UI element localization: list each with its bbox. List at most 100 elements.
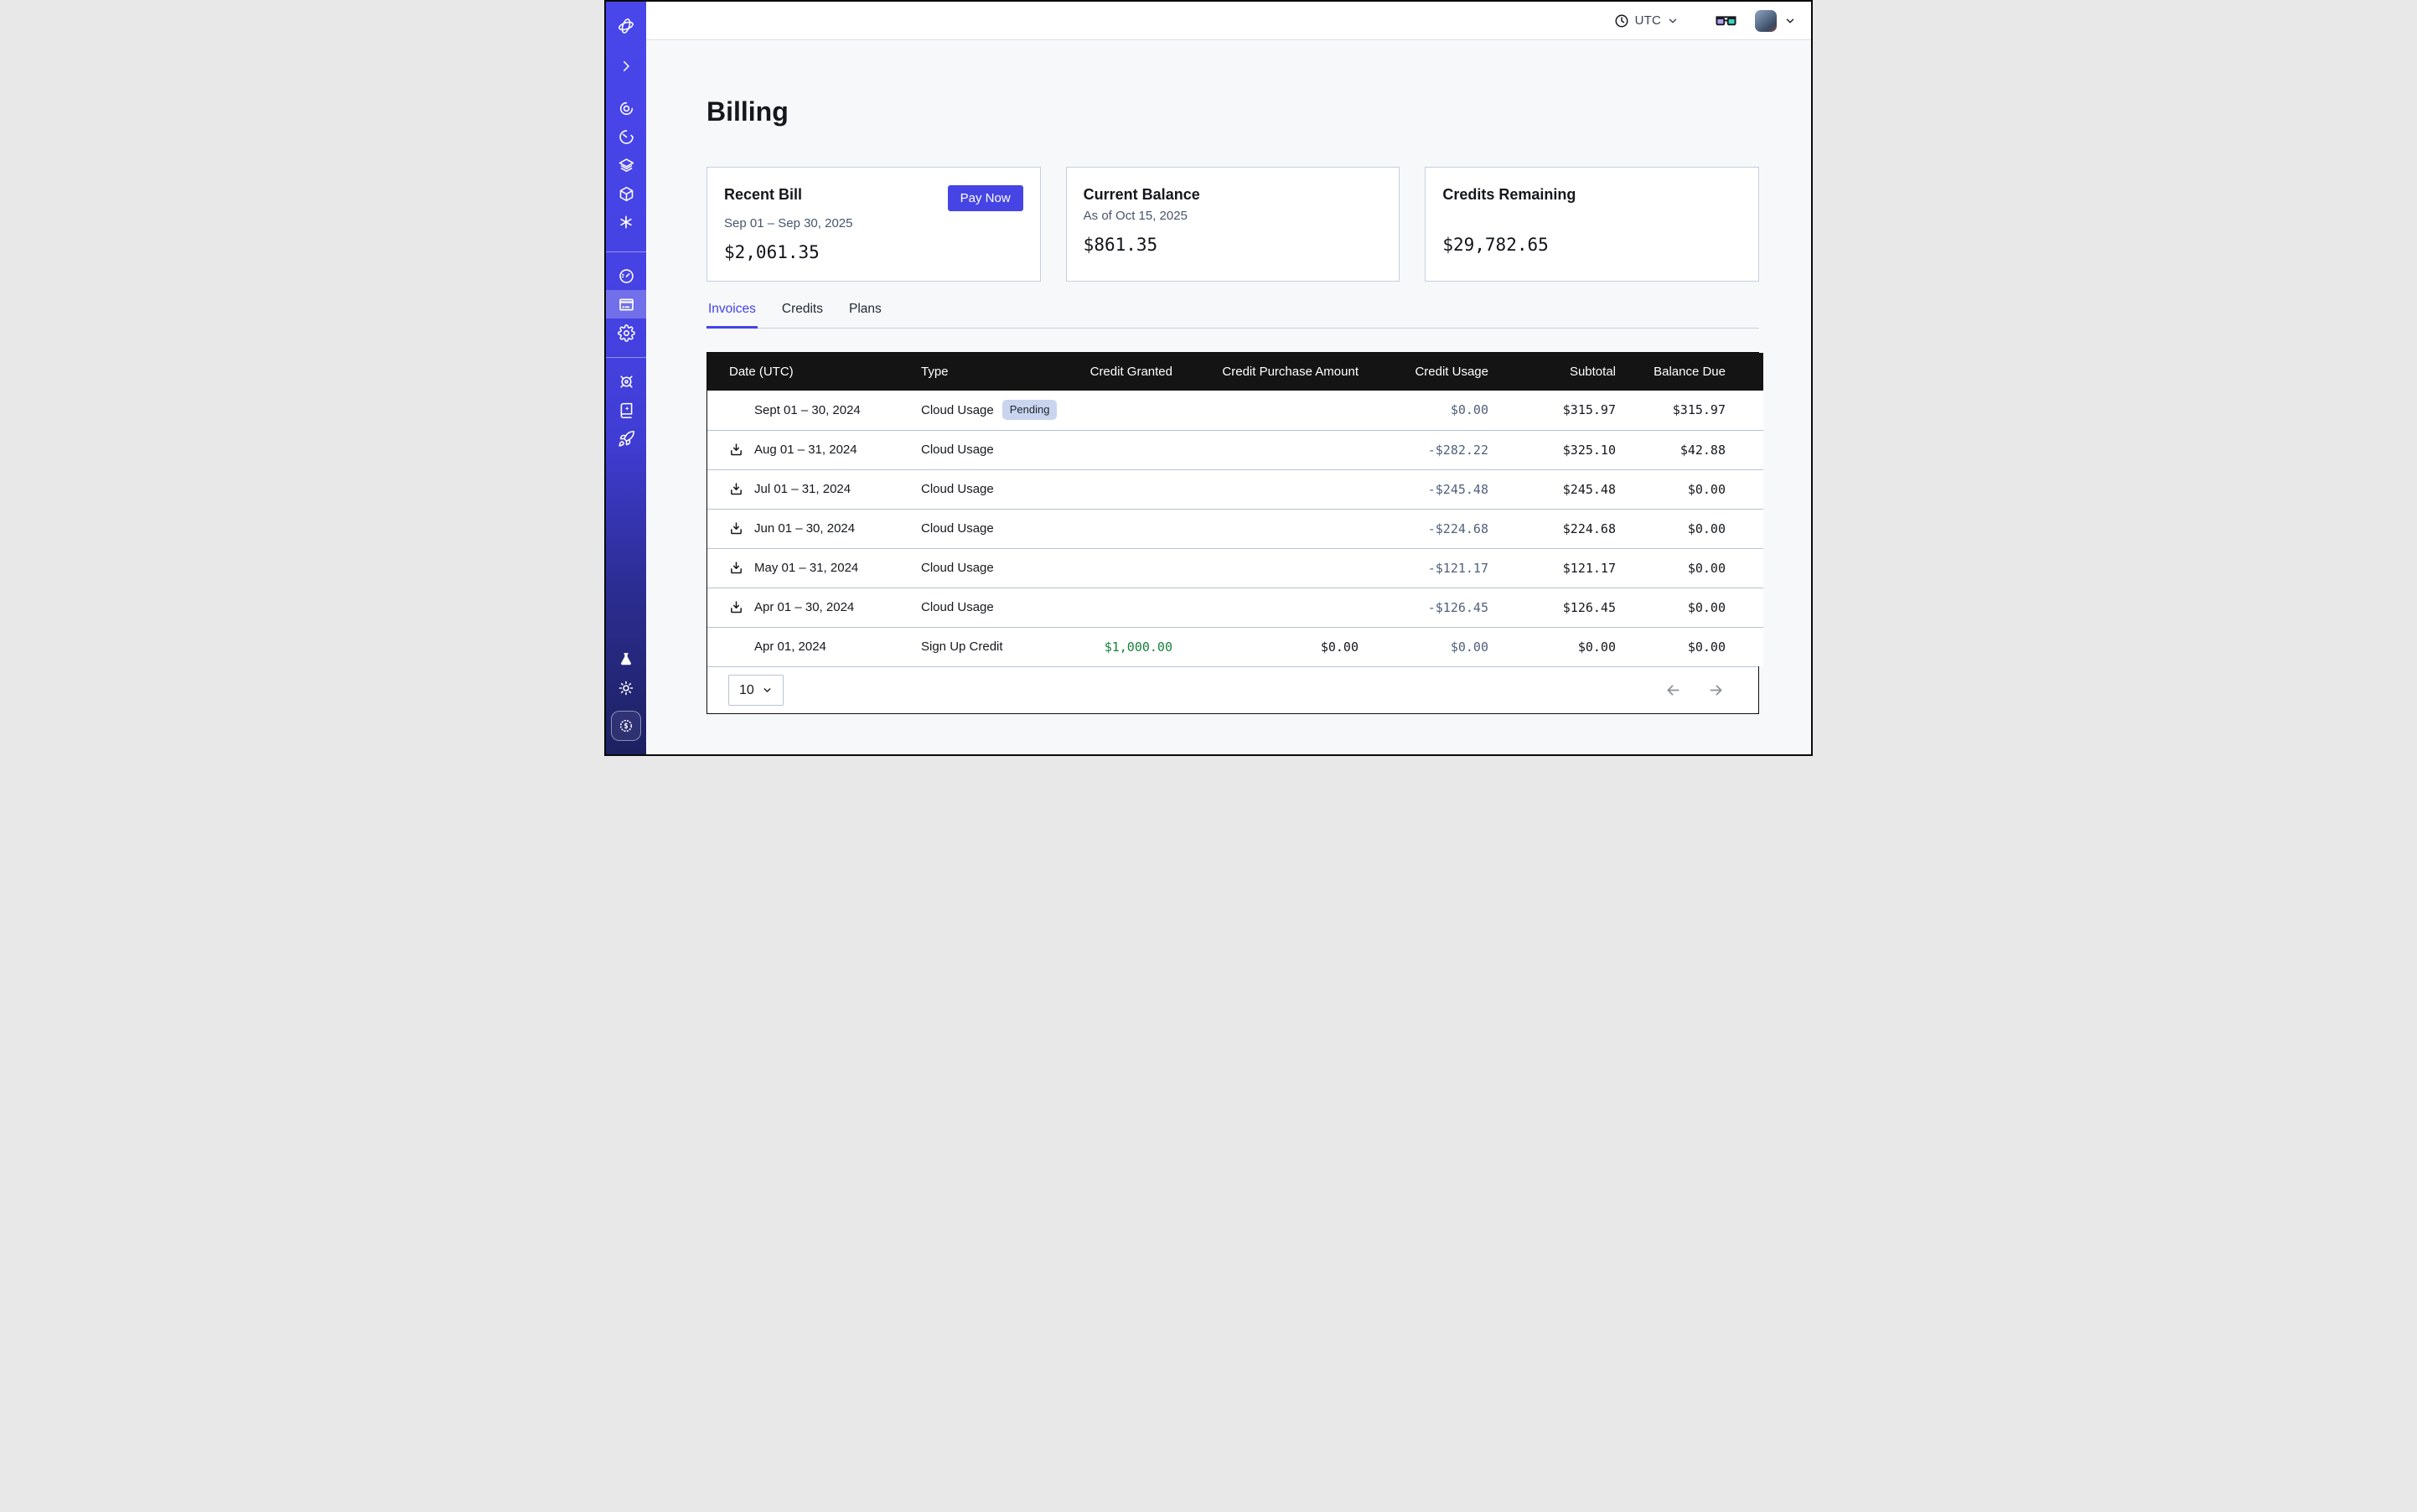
download-invoice-icon[interactable] bbox=[729, 561, 743, 575]
sidebar: $ bbox=[606, 2, 646, 754]
glasses-icon[interactable] bbox=[1716, 14, 1736, 27]
card-title: Current Balance bbox=[1083, 186, 1200, 203]
credit-usage-cell: -$245.48 bbox=[1359, 469, 1488, 509]
credit-purchase-amount-cell bbox=[1172, 469, 1359, 509]
rocket-icon[interactable] bbox=[606, 424, 646, 453]
type-cell: Cloud Usage bbox=[921, 429, 1084, 469]
type-cell: Cloud Usage bbox=[921, 469, 1084, 509]
date-cell: Apr 01, 2024 bbox=[707, 626, 921, 666]
topbar: UTC bbox=[646, 2, 1811, 40]
type-cell: Cloud Usage bbox=[921, 508, 1084, 548]
page-title: Billing bbox=[706, 96, 789, 127]
invoice-date: Apr 01, 2024 bbox=[754, 639, 826, 655]
table-row: Apr 01 – 30, 2024 Cloud Usage -$126.45 $126… bbox=[707, 587, 1763, 627]
usage-gauge-icon[interactable] bbox=[606, 261, 646, 290]
tab-plans[interactable]: Plans bbox=[848, 302, 882, 316]
timezone-selector[interactable]: UTC bbox=[1614, 13, 1679, 28]
timezone-label: UTC bbox=[1634, 13, 1661, 28]
clock-icon bbox=[1614, 13, 1629, 28]
current-balance-card: Current Balance As of Oct 15, 2025 $861.… bbox=[1065, 167, 1400, 282]
invoice-type: Cloud Usage bbox=[921, 600, 994, 614]
helm-wheel-icon[interactable] bbox=[606, 367, 646, 396]
column-header: Credit Granted bbox=[1089, 365, 1172, 379]
subtotal-cell: $224.68 bbox=[1488, 508, 1616, 548]
table-row: Apr 01, 2024 Sign Up Credit $1,000.00 $0.00… bbox=[707, 626, 1763, 666]
date-cell: Jul 01 – 31, 2024 bbox=[707, 469, 921, 509]
download-invoice-icon[interactable] bbox=[729, 521, 743, 536]
table-header-row: Date (UTC) Type Credit Granted Credit Purch… bbox=[707, 353, 1763, 391]
layers-icon[interactable] bbox=[606, 151, 646, 179]
status-badge: Pending bbox=[1001, 400, 1058, 421]
credit-purchase-amount-cell bbox=[1172, 391, 1359, 430]
asterisk-icon[interactable] bbox=[606, 208, 646, 236]
subtotal-cell: $315.97 bbox=[1562, 402, 1616, 418]
invoice-type: Cloud Usage bbox=[921, 561, 994, 575]
credit-purchase-amount-cell bbox=[1172, 429, 1359, 469]
table-row: Jun 01 – 30, 2024 Cloud Usage -$224.68 $224… bbox=[707, 508, 1763, 548]
app-window: $ UTC bbox=[604, 0, 1813, 756]
credit-purchase-amount-cell: $0.00 bbox=[1172, 626, 1359, 666]
date-cell: Sept 01 – 30, 2024 bbox=[707, 391, 921, 430]
settings-gear-icon[interactable] bbox=[606, 318, 646, 347]
column-header: Credit Usage bbox=[1415, 365, 1488, 379]
column-header: Subtotal bbox=[1569, 365, 1616, 379]
invoice-type: Sign Up Credit bbox=[921, 639, 1003, 655]
credit-usage-cell: $0.00 bbox=[1359, 626, 1488, 666]
table-row: May 01 – 31, 2024 Cloud Usage -$121.17 $121… bbox=[707, 547, 1763, 588]
next-page-button[interactable] bbox=[1707, 681, 1725, 699]
type-cell: Sign Up Credit bbox=[921, 626, 1084, 666]
date-cell: Aug 01 – 31, 2024 bbox=[707, 429, 921, 469]
subtotal-cell: $245.48 bbox=[1488, 469, 1616, 509]
download-invoice-icon[interactable] bbox=[729, 482, 743, 496]
invoice-type: Cloud Usage bbox=[921, 482, 994, 496]
billing-period: Sep 01 – Sep 30, 2025 bbox=[724, 216, 853, 230]
workflows-spiral-icon[interactable] bbox=[606, 94, 646, 122]
cube-icon[interactable] bbox=[606, 179, 646, 208]
tab-invoices[interactable]: Invoices bbox=[706, 302, 758, 329]
subtotal-cell: $121.17 bbox=[1488, 547, 1616, 588]
theme-sun-icon[interactable] bbox=[606, 674, 646, 702]
balance-due-cell: $315.97 bbox=[1672, 402, 1726, 418]
date-cell: Jun 01 – 30, 2024 bbox=[707, 508, 921, 548]
pay-now-button[interactable]: Pay Now bbox=[947, 185, 1023, 211]
credit-purchase-amount-cell bbox=[1172, 508, 1359, 548]
credit-granted-cell bbox=[1084, 391, 1172, 430]
balance-due-cell: $0.00 bbox=[1616, 547, 1763, 588]
download-invoice-icon[interactable] bbox=[729, 600, 743, 614]
credits-remaining-amount: $29,782.65 bbox=[1442, 235, 1549, 255]
balance-due-cell: $0.00 bbox=[1616, 587, 1763, 627]
sidebar-divider bbox=[606, 357, 646, 358]
credit-usage-cell: $0.00 bbox=[1450, 402, 1488, 418]
column-header: Balance Due bbox=[1654, 365, 1726, 379]
timer-icon[interactable] bbox=[606, 122, 646, 151]
credit-purchase-amount-cell bbox=[1172, 587, 1359, 627]
page-size-select[interactable]: 10 bbox=[728, 675, 784, 706]
balance-due-cell: $0.00 bbox=[1616, 508, 1763, 548]
chevron-down-icon bbox=[763, 688, 771, 692]
card-title: Credits Remaining bbox=[1442, 186, 1576, 203]
avatar[interactable] bbox=[1755, 9, 1777, 32]
invoice-type: Cloud Usage bbox=[921, 521, 994, 536]
account-menu[interactable] bbox=[1755, 9, 1796, 32]
credit-usage-cell: -$121.17 bbox=[1359, 547, 1488, 588]
column-header: Date (UTC) bbox=[729, 365, 794, 379]
type-cell: Cloud Usage bbox=[921, 547, 1084, 588]
app-logo-icon[interactable] bbox=[606, 12, 646, 40]
tab-credits[interactable]: Credits bbox=[781, 302, 823, 316]
table-row: Sept 01 – 30, 2024 Cloud Usage Pending $0.0… bbox=[707, 391, 1763, 430]
date-cell: May 01 – 31, 2024 bbox=[707, 547, 921, 588]
invoice-date: Aug 01 – 31, 2024 bbox=[754, 443, 857, 457]
svg-text:$: $ bbox=[624, 722, 628, 731]
subtotal-cell: $126.45 bbox=[1488, 587, 1616, 627]
sidebar-item-billing[interactable] bbox=[606, 290, 646, 318]
table-row: Aug 01 – 31, 2024 Cloud Usage -$282.22 $325… bbox=[707, 429, 1763, 469]
sidebar-expand-chevron-icon[interactable] bbox=[606, 52, 646, 80]
download-invoice-icon[interactable] bbox=[729, 443, 743, 457]
credits-coin-button[interactable]: $ bbox=[611, 711, 641, 741]
docs-book-icon[interactable] bbox=[606, 396, 646, 424]
date-cell: Apr 01 – 30, 2024 bbox=[707, 587, 921, 627]
balance-due-cell: $42.88 bbox=[1616, 429, 1763, 469]
previous-page-button[interactable] bbox=[1664, 681, 1682, 699]
invoice-type: Cloud Usage bbox=[921, 443, 994, 457]
lab-flask-icon[interactable] bbox=[606, 645, 646, 674]
